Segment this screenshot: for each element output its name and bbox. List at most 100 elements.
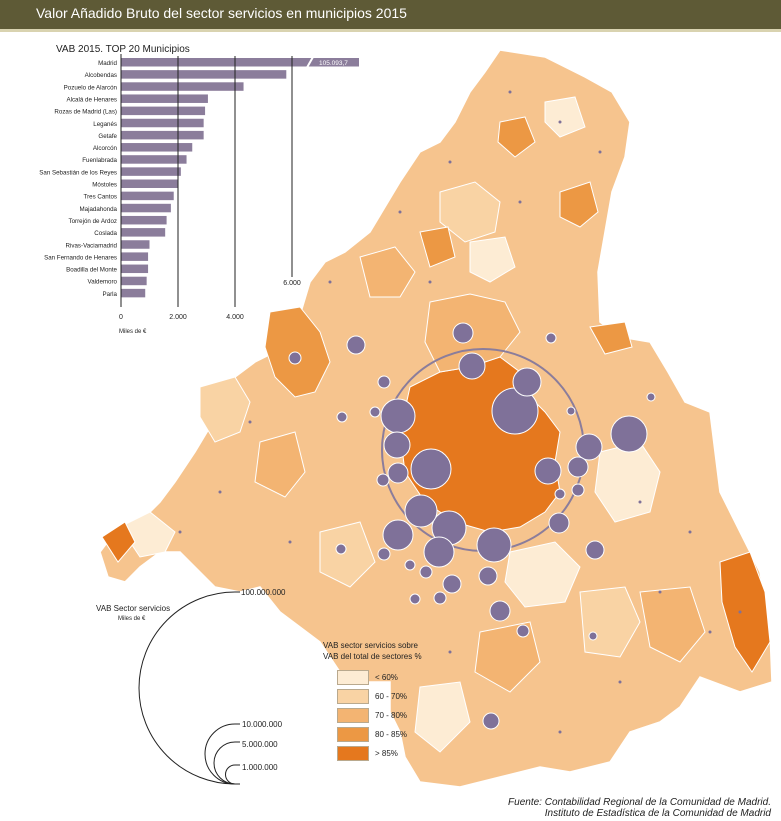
bubble-rozas xyxy=(410,448,452,490)
region-patch xyxy=(359,246,416,298)
bubble-moraleja xyxy=(433,591,447,605)
region-patch xyxy=(544,96,586,138)
bubble-humanes xyxy=(419,565,433,579)
bubble-arganda xyxy=(585,540,605,560)
dot xyxy=(738,610,742,614)
bubble-algete xyxy=(545,332,557,344)
region-patch xyxy=(101,521,136,563)
tick-label: 2.000 xyxy=(169,314,187,321)
legend-title-line1: VAB sector servicios sobre xyxy=(323,641,418,650)
bubble-navalcarnero xyxy=(377,547,391,561)
dot xyxy=(518,200,522,204)
bar-category-label: Getafe xyxy=(98,133,117,140)
bar xyxy=(121,94,208,103)
dot xyxy=(638,500,642,504)
bar-category-label: Fuenlabrada xyxy=(82,157,117,164)
bubble-griñon xyxy=(409,593,421,605)
bubble-arroyomolinos xyxy=(404,559,416,571)
dot xyxy=(598,150,602,154)
dot xyxy=(218,490,222,494)
bar-category-label: Leganés xyxy=(93,121,117,128)
dot xyxy=(618,680,622,684)
bar-category-label: Alcorcón xyxy=(93,145,118,152)
region-patch xyxy=(589,321,633,355)
legend-item: 70 - 80% xyxy=(323,706,422,725)
region-patch xyxy=(719,551,771,673)
region-patch xyxy=(469,236,516,283)
dot xyxy=(328,280,332,284)
bubble-valdemoro xyxy=(489,600,511,622)
legend-swatch xyxy=(337,670,369,685)
bubble-alcorcon xyxy=(404,494,438,528)
tick-label: 0 xyxy=(119,314,123,321)
bubble-mejorada xyxy=(554,488,566,500)
bubble-parla xyxy=(478,566,498,586)
region-patch xyxy=(119,511,176,558)
bubble-escorial xyxy=(336,411,348,423)
bar-category-label: Alcobendas xyxy=(85,72,117,79)
bubble-ciempozuelos xyxy=(516,624,530,638)
bar-category-label: Coslada xyxy=(94,230,117,237)
dot xyxy=(288,540,292,544)
bubble-label-100m: 100.000.000 xyxy=(241,588,286,597)
region-patch xyxy=(474,621,541,693)
region-patch xyxy=(559,181,599,228)
municipality-bubbles xyxy=(288,322,656,730)
bar xyxy=(121,240,150,249)
bubble-legend xyxy=(138,591,240,785)
legend-label: 70 - 80% xyxy=(375,711,408,720)
legend-item: < 60% xyxy=(323,668,422,687)
bar xyxy=(121,264,149,274)
map-title: Valor Añadido Bruto del sector servicios… xyxy=(36,5,407,21)
bubble-ssreyes xyxy=(512,367,542,397)
title-bar: Valor Añadido Bruto del sector servicios… xyxy=(0,0,781,29)
bubble-torrejon xyxy=(575,433,603,461)
bubble-legend-unit: Miles de € xyxy=(118,616,146,622)
dot xyxy=(398,210,402,214)
legend-item: 80 - 85% xyxy=(323,725,422,744)
dot xyxy=(558,120,562,124)
bubble-boadilla xyxy=(387,462,409,484)
region-patch xyxy=(414,681,471,753)
bubble-galapagar xyxy=(377,375,391,389)
bar xyxy=(121,167,181,176)
bubble-label-10m: 10.000.000 xyxy=(242,720,283,729)
bar xyxy=(121,118,204,128)
bubble-legend-circle-5m xyxy=(213,741,236,785)
bar-category-label: Rivas-Vaciamadrid xyxy=(66,242,118,249)
bar xyxy=(121,288,146,298)
legend-label: 60 - 70% xyxy=(375,692,408,701)
bubble-colmenarviejo xyxy=(452,322,474,344)
bubble-sanmartin xyxy=(335,543,347,555)
bar xyxy=(121,130,204,140)
bubble-mostoles xyxy=(382,519,414,551)
title-separator xyxy=(0,29,781,32)
legend: VAB sector servicios sobre VAB del total… xyxy=(323,640,422,763)
bar-category-label: Majadahonda xyxy=(80,206,118,213)
bar-category-label: San Sebastián de los Reyes xyxy=(39,169,117,176)
legend-swatch xyxy=(337,746,369,761)
dot xyxy=(428,280,432,284)
bar-category-label: Boadilla del Monte xyxy=(66,267,117,274)
region-patch xyxy=(319,521,376,588)
bar-category-label: Rozas de Madrid (Las) xyxy=(54,109,117,116)
bubble-legend-circle-large xyxy=(138,591,236,785)
top20-bar-chart: VAB 2015. TOP 20 Municipios Madrid 105.09… xyxy=(39,44,359,335)
legend-title-line2: VAB del total de sectores % xyxy=(323,652,422,661)
source-note: Fuente: Contabilidad Regional de la Comu… xyxy=(508,797,771,819)
legend-label: > 85% xyxy=(375,749,398,758)
bar xyxy=(121,143,193,152)
dot xyxy=(688,530,692,534)
bubble-legend-circle-1m xyxy=(225,764,236,785)
bubble-label-5m: 5.000.000 xyxy=(242,740,278,749)
bubble-majadahonda xyxy=(383,431,411,459)
bubble-legend-circle-10m xyxy=(204,723,236,785)
bubble-meco xyxy=(646,392,656,402)
dot xyxy=(658,590,662,594)
region-patch xyxy=(254,431,306,498)
bar xyxy=(121,215,167,225)
bar xyxy=(121,191,174,201)
bubble-legend-title: VAB Sector servicios xyxy=(96,604,171,613)
bubble-trescantos xyxy=(458,352,486,380)
bar-category-label: Madrid xyxy=(98,60,117,67)
